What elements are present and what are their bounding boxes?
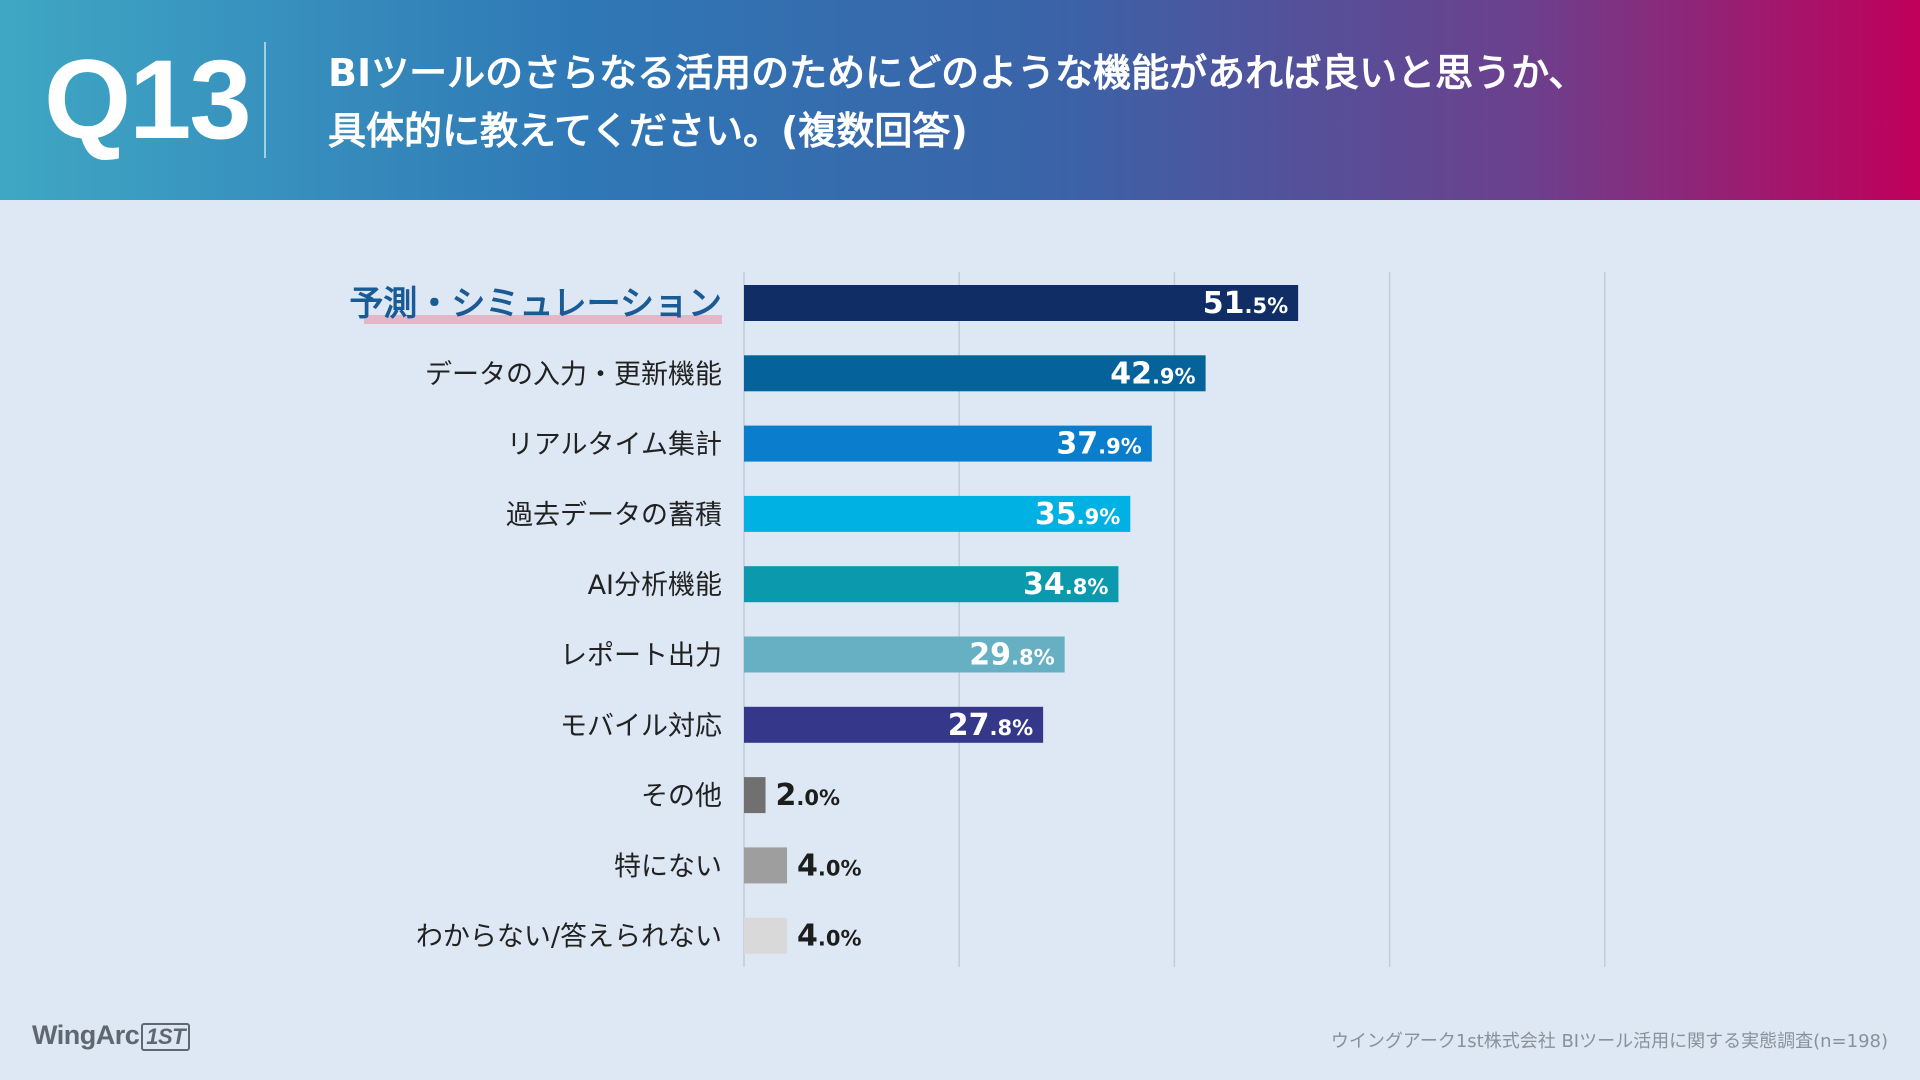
- value-decimal: .5%: [1244, 294, 1288, 318]
- value-label: 4.0%: [797, 919, 862, 954]
- value-decimal: .9%: [1098, 435, 1142, 459]
- value-decimal: .9%: [1077, 505, 1121, 529]
- value-label: 4.0%: [797, 848, 862, 883]
- logo-mark: 1ST: [141, 1023, 191, 1051]
- bar: [744, 847, 788, 884]
- value-decimal: .0%: [818, 856, 862, 880]
- value-decimal: .8%: [989, 716, 1033, 740]
- bar: [744, 355, 1206, 392]
- category-label: モバイル対応: [560, 711, 722, 742]
- bar: [744, 495, 1131, 532]
- value-label: 2.0%: [776, 778, 841, 813]
- category-label: その他: [641, 781, 722, 812]
- value-decimal: .8%: [1011, 646, 1055, 670]
- value-label: 51.5%: [1203, 286, 1288, 321]
- header-banner: Q13 BIツールのさらなる活用のためにどのような機能があれば良いと思うか、 具…: [0, 0, 1920, 200]
- value-decimal: .9%: [1152, 364, 1196, 388]
- value-decimal: .0%: [796, 786, 840, 810]
- value-label: 34.8%: [1023, 567, 1108, 602]
- value-integer: 27: [948, 708, 990, 743]
- wingarc-logo: WingArc 1ST: [32, 1018, 191, 1052]
- value-integer: 35: [1035, 497, 1077, 532]
- value-integer: 4: [797, 919, 818, 954]
- value-label: 35.9%: [1035, 497, 1120, 532]
- bar: [744, 917, 788, 954]
- value-label: 42.9%: [1110, 356, 1195, 391]
- category-label: 過去データの蓄積: [506, 500, 722, 531]
- header-divider: [264, 42, 266, 158]
- category-label: データの入力・更新機能: [425, 359, 722, 390]
- highlight-underline: [364, 315, 722, 324]
- value-decimal: .0%: [818, 927, 862, 951]
- value-label: 29.8%: [969, 638, 1054, 673]
- value-integer: 2: [776, 778, 797, 813]
- logo-text: WingArc: [32, 1020, 140, 1050]
- source-note: ウイングアーク1st株式会社 BIツール活用に関する実態調査(n=198): [1330, 1031, 1888, 1052]
- bar: [744, 777, 766, 814]
- category-label: わからない/答えられない: [416, 922, 722, 953]
- bar: [744, 425, 1152, 462]
- value-label: 27.8%: [948, 708, 1033, 743]
- question-title: BIツールのさらなる活用のためにどのような機能があれば良いと思うか、 具体的に教…: [328, 44, 1828, 160]
- value-label: 37.9%: [1056, 427, 1141, 462]
- category-label: 特にない: [614, 851, 722, 882]
- value-integer: 29: [969, 638, 1011, 673]
- value-integer: 42: [1110, 356, 1152, 391]
- category-label: リアルタイム集計: [507, 430, 722, 461]
- bar: [744, 285, 1299, 321]
- category-label: AI分析機能: [588, 570, 722, 601]
- bar: [744, 706, 1044, 743]
- value-integer: 51: [1203, 286, 1245, 321]
- value-integer: 4: [797, 848, 818, 883]
- bar-chart: 予測・シミュレーション 51.5%データの入力・更新機能 42.9%リアルタイム集計…: [349, 272, 1606, 967]
- bar: [744, 636, 1065, 673]
- question-title-line-2: 具体的に教えてください。(複数回答): [328, 109, 968, 153]
- bar: [744, 566, 1119, 603]
- value-decimal: .8%: [1065, 575, 1109, 599]
- category-label: レポート出力: [560, 641, 722, 672]
- category-label: 予測・シミュレーション: [349, 284, 722, 324]
- question-title-line-1: BIツールのさらなる活用のためにどのような機能があれば良いと思うか、: [328, 51, 1587, 95]
- question-number: Q13: [44, 37, 252, 162]
- value-integer: 34: [1023, 567, 1065, 602]
- value-integer: 37: [1056, 427, 1098, 462]
